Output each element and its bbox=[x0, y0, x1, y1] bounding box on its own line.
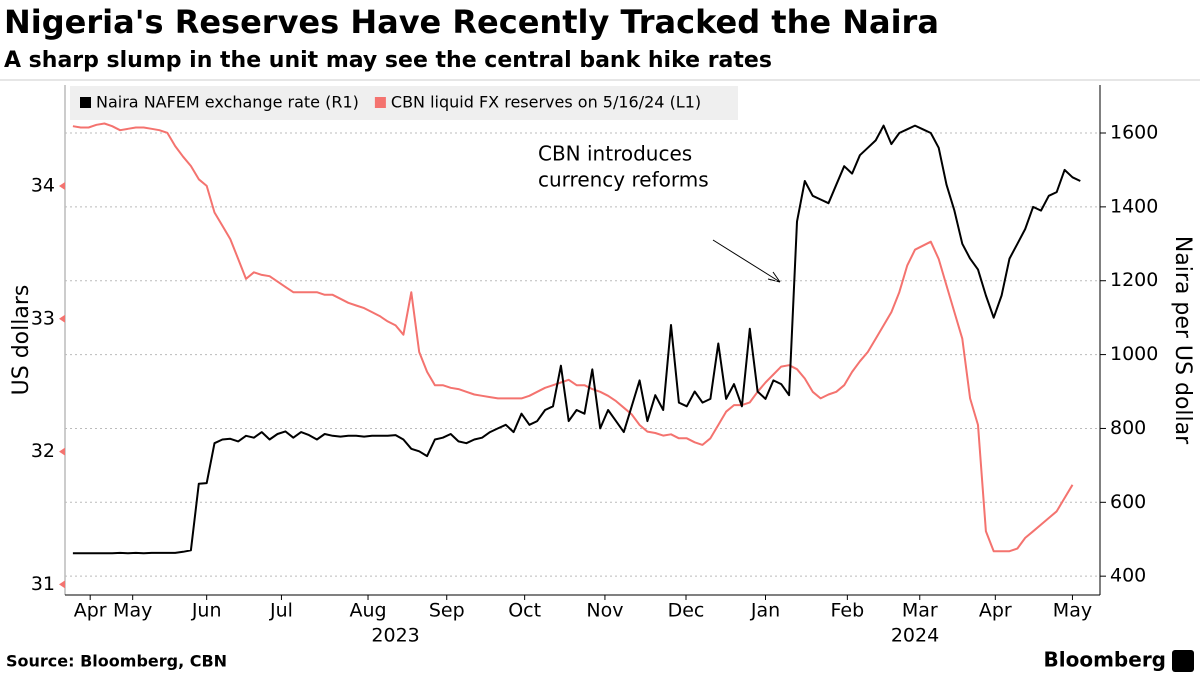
y2-axis-title: Naira per US dollar bbox=[1170, 236, 1195, 445]
y2-tick-label: 1600 bbox=[1110, 122, 1158, 144]
legend-label: CBN liquid FX reserves on 5/16/24 (L1) bbox=[391, 93, 701, 112]
y-tick-mark bbox=[59, 580, 65, 589]
x-tick-label: Aug bbox=[349, 600, 386, 622]
y2-tick-label: 1000 bbox=[1110, 343, 1158, 365]
x-tick-label: Jan bbox=[750, 600, 780, 622]
y-tick-label: 33 bbox=[31, 307, 55, 329]
x-tick-label: Dec bbox=[668, 600, 705, 622]
y2-tick-label: 600 bbox=[1110, 491, 1146, 513]
x-tick-label: Jul bbox=[269, 600, 293, 622]
y-tick-label: 31 bbox=[31, 573, 55, 595]
y2-tick-label: 1400 bbox=[1110, 195, 1158, 217]
x-tick-label: Feb bbox=[831, 600, 865, 622]
y2-tick-label: 1200 bbox=[1110, 269, 1158, 291]
x-year-label: 2023 bbox=[371, 625, 419, 647]
chart-subtitle: A sharp slump in the unit may see the ce… bbox=[4, 48, 772, 73]
annotation: CBN introduces bbox=[538, 142, 692, 166]
legend-swatch bbox=[374, 97, 386, 108]
x-year-label: 2024 bbox=[891, 625, 939, 647]
series-line bbox=[72, 124, 1081, 555]
x-tick-label: Apr bbox=[979, 600, 1012, 622]
x-tick-label: Apr bbox=[74, 600, 107, 622]
y2-tick-label: 400 bbox=[1110, 565, 1146, 587]
y-tick-mark bbox=[59, 181, 65, 190]
x-tick-label: May bbox=[113, 600, 152, 622]
x-tick-label: Jun bbox=[191, 600, 222, 622]
annotation-arrowhead bbox=[767, 271, 781, 283]
x-tick-label: Nov bbox=[586, 600, 623, 622]
y-axis-title: US dollars bbox=[9, 285, 34, 396]
legend-box bbox=[70, 86, 738, 120]
brand: Bloomberg bbox=[1044, 648, 1166, 672]
series-line bbox=[72, 122, 1074, 553]
chart-title: Nigeria's Reserves Have Recently Tracked… bbox=[4, 3, 939, 41]
annotation: currency reforms bbox=[538, 168, 709, 192]
y-tick-label: 32 bbox=[31, 440, 55, 462]
annotation-arrow bbox=[712, 239, 781, 283]
y-tick-mark bbox=[59, 314, 65, 323]
source: Source: Bloomberg, CBN bbox=[6, 652, 227, 671]
x-tick-label: Mar bbox=[902, 600, 938, 622]
y-tick-label: 34 bbox=[31, 174, 55, 196]
y2-tick-label: 800 bbox=[1110, 417, 1146, 439]
legend-swatch bbox=[80, 97, 91, 108]
x-tick-label: May bbox=[1053, 600, 1092, 622]
y-tick-mark bbox=[59, 447, 65, 456]
brand-icon bbox=[1172, 650, 1194, 672]
x-tick-label: Oct bbox=[508, 600, 541, 622]
legend-label: Naira NAFEM exchange rate (R1) bbox=[96, 93, 359, 112]
x-tick-label: Sep bbox=[429, 600, 465, 622]
